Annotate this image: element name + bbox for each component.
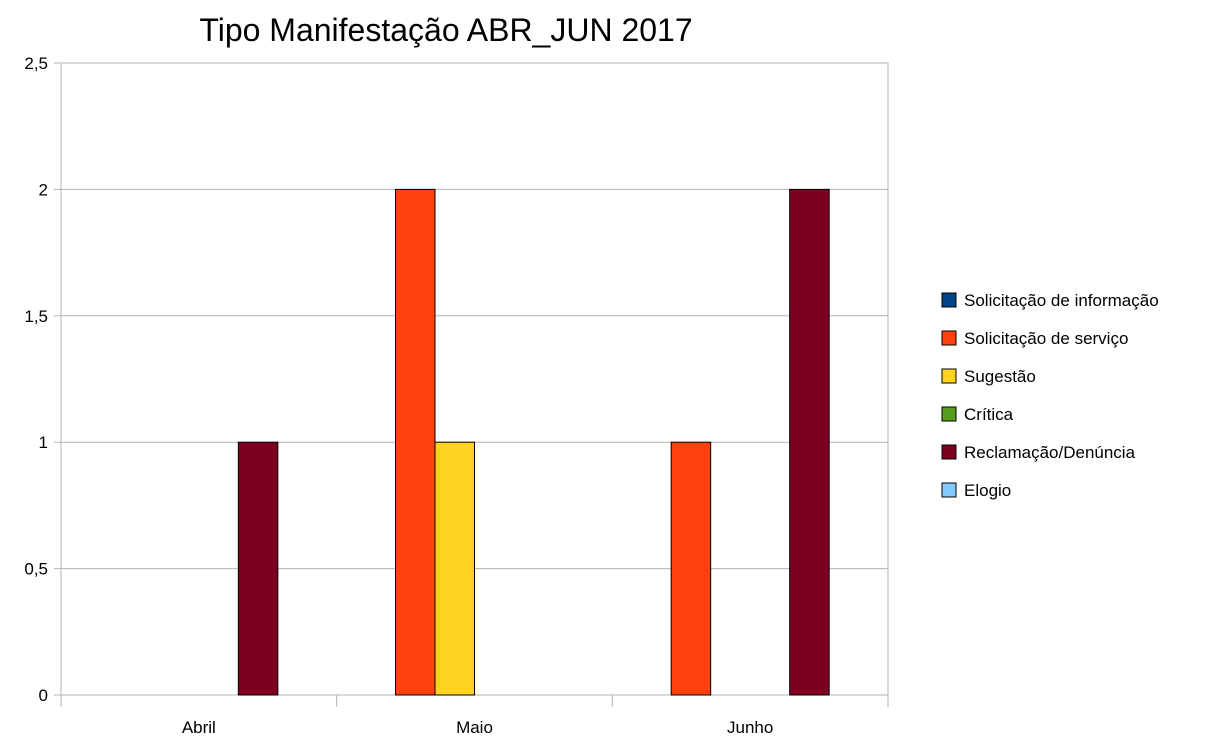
legend-swatch — [941, 330, 957, 346]
y-tick-label: 1,5 — [24, 307, 48, 326]
legend-swatch — [941, 444, 957, 460]
x-axis-ticks: Abril Maio Junho — [60, 695, 889, 737]
bar — [434, 441, 475, 696]
legend-label: Crítica — [964, 405, 1014, 424]
bar — [670, 441, 712, 696]
legend-swatch — [941, 292, 957, 308]
bars — [237, 188, 830, 696]
y-tick-label: 0,5 — [24, 560, 48, 579]
legend: Solicitação de informação Solicitação de … — [941, 291, 1159, 500]
y-axis-ticks: 0 0,5 1 1,5 2 2,5 — [24, 54, 61, 705]
x-tick-label: Abril — [182, 718, 216, 737]
legend-label: Solicitação de serviço — [964, 329, 1128, 348]
bar — [237, 441, 279, 696]
bar — [789, 188, 830, 696]
y-tick-label: 2,5 — [24, 54, 48, 73]
legend-swatch — [941, 368, 957, 384]
legend-label: Elogio — [964, 481, 1011, 500]
y-tick-label: 0 — [39, 686, 48, 705]
chart-title: Tipo Manifestação ABR_JUN 2017 — [199, 12, 692, 48]
x-tick-label: Junho — [727, 718, 773, 737]
y-tick-label: 1 — [39, 433, 48, 452]
legend-label: Reclamação/Denúncia — [964, 443, 1136, 462]
y-tick-label: 2 — [39, 180, 48, 199]
legend-swatch — [941, 482, 957, 498]
legend-swatch — [941, 406, 957, 422]
bar — [395, 188, 436, 696]
legend-label: Sugestão — [964, 367, 1036, 386]
x-tick-label: Maio — [456, 718, 493, 737]
legend-label: Solicitação de informação — [964, 291, 1159, 310]
